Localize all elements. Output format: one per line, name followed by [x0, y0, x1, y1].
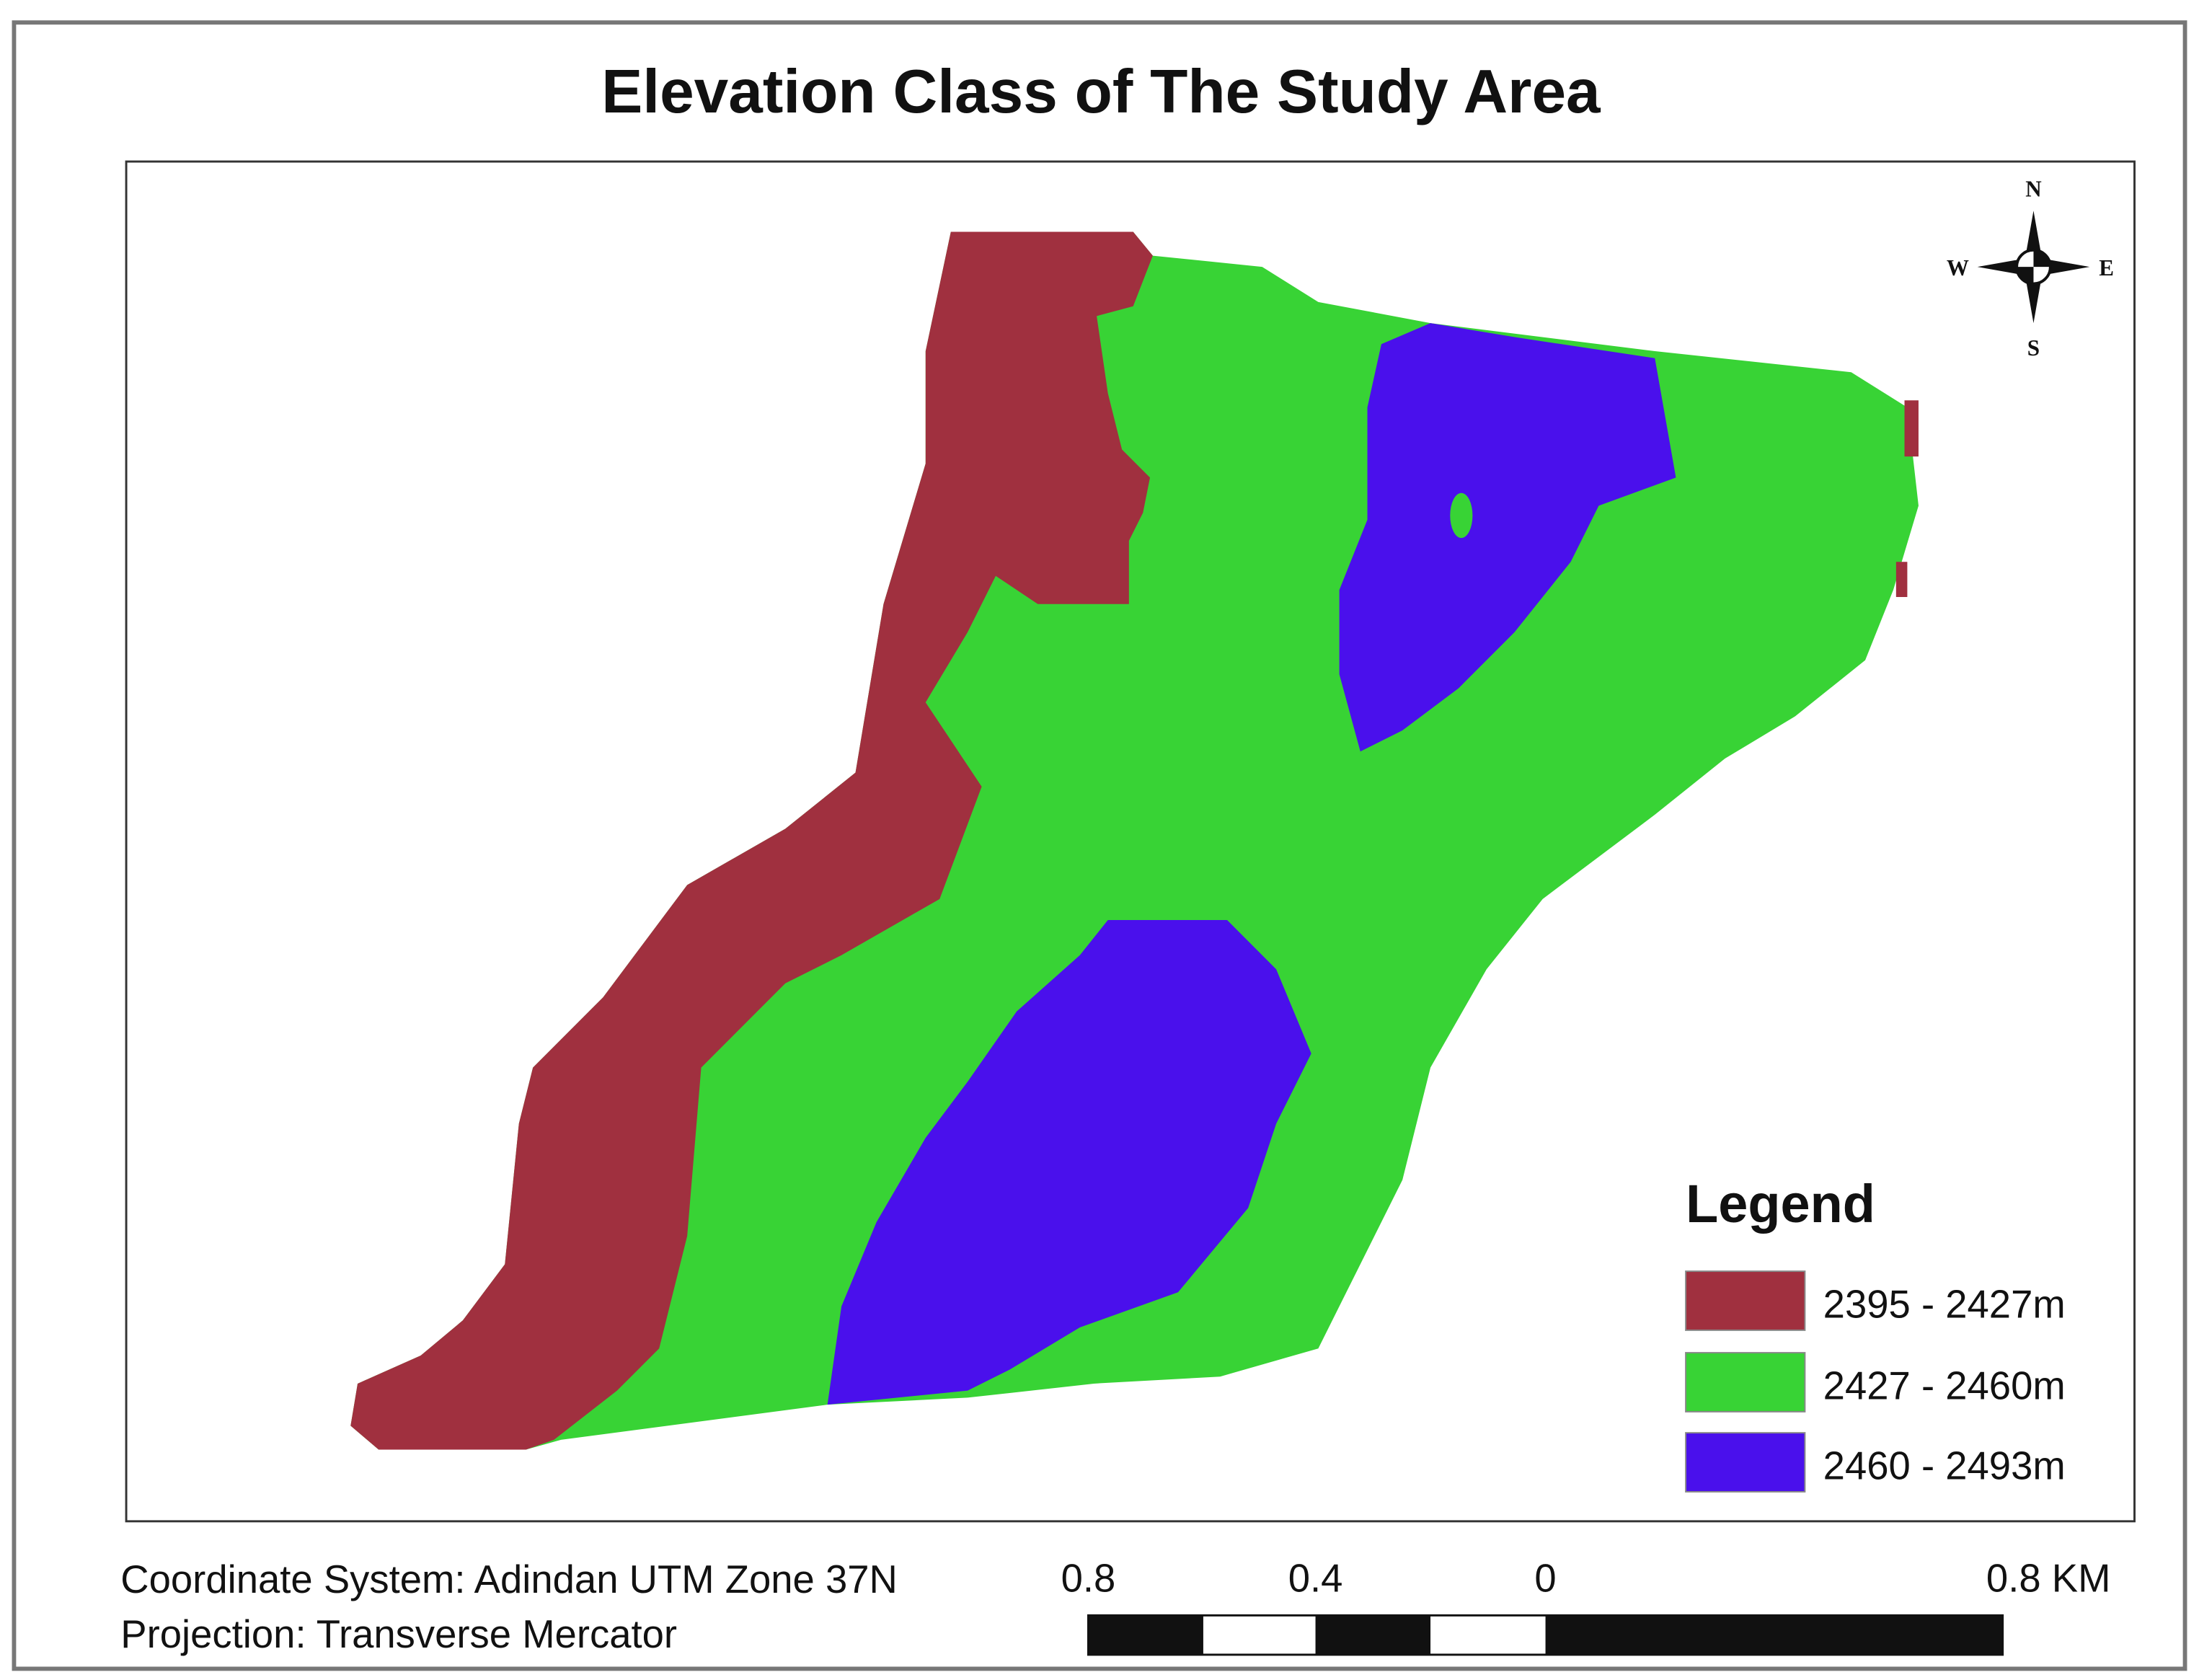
- compass-label: E: [2099, 255, 2114, 280]
- projection: Projection: Transverse Mercator: [120, 1612, 677, 1656]
- elevation-zone: [350, 231, 1153, 1450]
- legend-swatch: [1685, 1352, 1806, 1412]
- elevation-zone: [1339, 323, 1676, 752]
- legend-label: 2395 - 2427m: [1823, 1282, 2066, 1326]
- compass-label: W: [1947, 255, 1969, 280]
- legend-label: 2427 - 2460m: [1823, 1363, 2066, 1407]
- scale-bar: [1087, 1614, 2004, 1656]
- coordinate-system: Coordinate System: Adindan UTM Zone 37N: [120, 1557, 898, 1601]
- scale-label: 0.8 KM: [1986, 1556, 2111, 1600]
- scale-label: 0: [1534, 1556, 1556, 1600]
- legend-swatch: [1685, 1432, 1806, 1493]
- scale-label: 0.4: [1288, 1556, 1343, 1600]
- elevation-zone: [1895, 562, 1908, 597]
- elevation-zone: [1904, 400, 1919, 457]
- legend-title: Legend: [1686, 1174, 1875, 1234]
- legend-label: 2460 - 2493m: [1823, 1444, 2066, 1487]
- elevation-zone: [1450, 492, 1473, 539]
- map-title: Elevation Class of The Study Area: [601, 57, 1601, 126]
- scale-label: 0.8: [1061, 1556, 1116, 1600]
- north-arrow: N S E W: [1947, 177, 2114, 361]
- legend-swatch: [1685, 1270, 1806, 1331]
- compass-label: S: [2027, 335, 2040, 361]
- elevation-zone: [827, 920, 1311, 1405]
- compass-label: N: [2025, 177, 2042, 202]
